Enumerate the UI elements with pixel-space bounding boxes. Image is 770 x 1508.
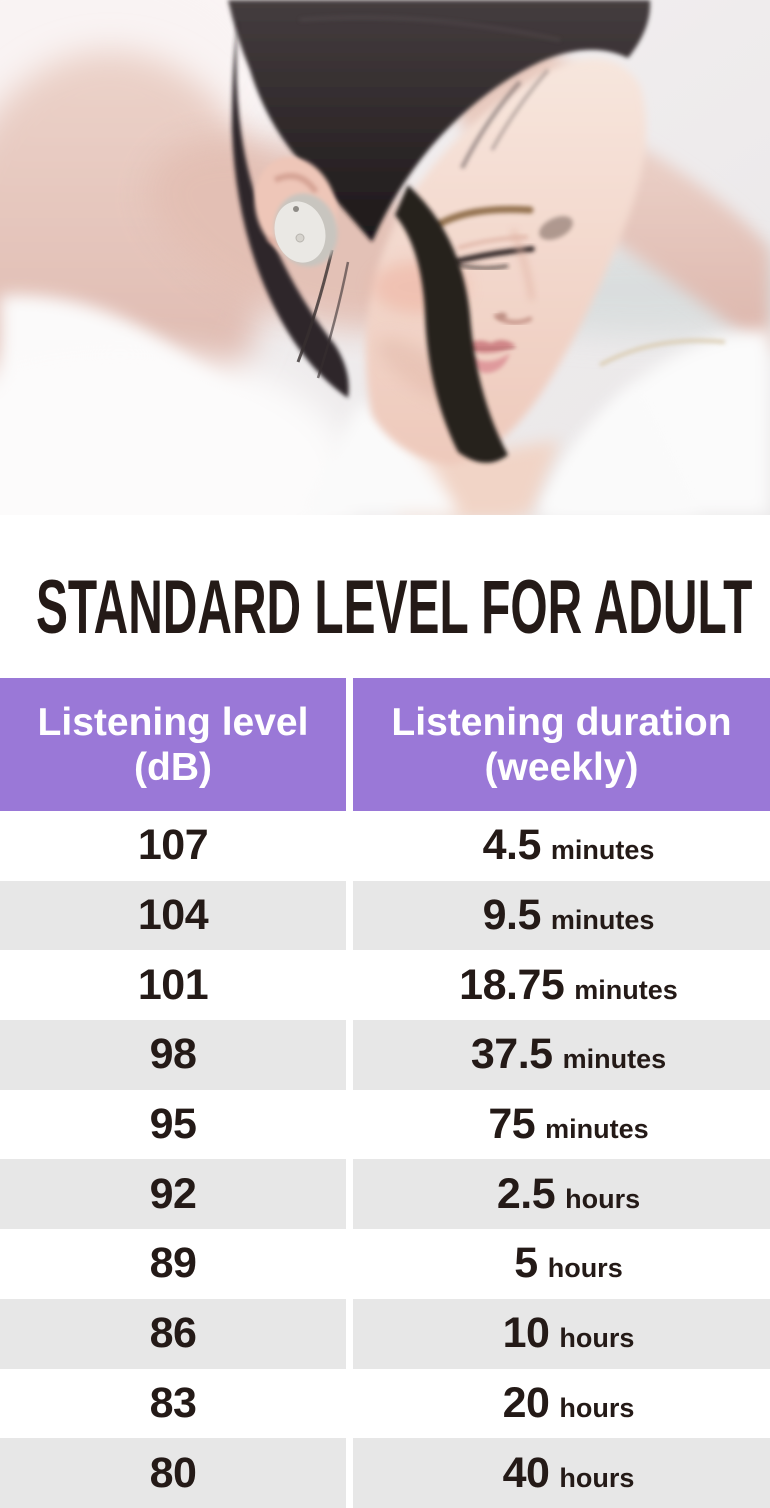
- column-divider: [346, 1229, 353, 1299]
- duration-cell: 37.5 minutes: [353, 1020, 770, 1090]
- level-cell: 98: [0, 1020, 346, 1090]
- duration-unit: minutes: [550, 905, 655, 936]
- table-row: 89 5 hours: [0, 1229, 770, 1299]
- duration-cell: 75 minutes: [353, 1089, 770, 1160]
- duration-unit: minutes: [550, 835, 655, 866]
- level-cell: 86: [0, 1298, 346, 1369]
- page-title: STANDARD LEVEL FOR ADULT: [36, 569, 770, 647]
- col-header-duration-line1: Listening duration: [391, 700, 732, 744]
- duration-group: 40 hours: [503, 1449, 635, 1498]
- table-row: 83 20 hours: [0, 1368, 770, 1439]
- duration-group: 9.5 minutes: [483, 891, 655, 940]
- column-divider: [346, 1368, 353, 1439]
- col-header-level-line1: Listening level: [37, 700, 309, 744]
- duration-value: 10: [502, 1309, 550, 1358]
- column-divider: [346, 1020, 353, 1090]
- col-header-level-line2: (dB): [134, 745, 212, 789]
- duration-value: 40: [502, 1448, 550, 1497]
- level-value: 101: [137, 960, 209, 1009]
- duration-unit: hours: [547, 1253, 623, 1284]
- duration-value: 9.5: [482, 891, 542, 940]
- duration-group: 20 hours: [503, 1379, 635, 1428]
- table-header-row: Listening level (dB) Listening duration …: [0, 678, 770, 811]
- level-value: 107: [137, 821, 209, 870]
- level-cell: 80: [0, 1438, 346, 1508]
- level-cell: 92: [0, 1159, 346, 1230]
- col-header-listening-level: Listening level (dB): [0, 678, 346, 811]
- col-header-listening-duration: Listening duration (weekly): [353, 678, 770, 811]
- hero-photo: [0, 0, 770, 515]
- level-value: 89: [149, 1239, 197, 1288]
- duration-unit: hours: [559, 1392, 635, 1423]
- duration-group: 10 hours: [503, 1309, 635, 1358]
- level-value: 86: [149, 1309, 197, 1358]
- duration-group: 2.5 hours: [497, 1170, 640, 1219]
- duration-cell: 10 hours: [353, 1298, 770, 1369]
- level-cell: 89: [0, 1229, 346, 1299]
- duration-group: 18.75 minutes: [459, 961, 678, 1010]
- column-divider: [346, 678, 353, 811]
- duration-unit: hours: [559, 1462, 635, 1493]
- table-row: 104 9.5 minutes: [0, 880, 770, 951]
- duration-group: 4.5 minutes: [483, 821, 655, 870]
- level-cell: 104: [0, 880, 346, 951]
- nose: [510, 229, 535, 301]
- duration-value: 5: [514, 1239, 538, 1288]
- woman-earbud-illustration: [0, 0, 770, 515]
- table-row: 92 2.5 hours: [0, 1159, 770, 1230]
- level-cell: 101: [0, 950, 346, 1021]
- column-divider: [346, 1159, 353, 1230]
- table-row: 95 75 minutes: [0, 1089, 770, 1160]
- col-header-duration-line2: (weekly): [484, 745, 639, 789]
- duration-unit: minutes: [562, 1044, 667, 1075]
- duration-cell: 18.75 minutes: [353, 950, 770, 1021]
- duration-unit: hours: [565, 1183, 641, 1214]
- duration-group: 5 hours: [514, 1239, 622, 1288]
- table-row: 86 10 hours: [0, 1298, 770, 1369]
- page-title-text: STANDARD LEVEL FOR ADULT: [36, 565, 753, 650]
- duration-value: 20: [502, 1378, 550, 1427]
- duration-unit: minutes: [545, 1114, 649, 1145]
- duration-value: 2.5: [496, 1169, 556, 1218]
- level-value: 104: [137, 891, 209, 940]
- table-row: 98 37.5 minutes: [0, 1020, 770, 1090]
- duration-value: 75: [488, 1100, 536, 1149]
- standards-table: Listening level (dB) Listening duration …: [0, 678, 770, 1508]
- table-row: 107 4.5 minutes: [0, 811, 770, 881]
- duration-value: 18.75: [459, 960, 565, 1009]
- column-divider: [346, 950, 353, 1021]
- table-row: 80 40 hours: [0, 1438, 770, 1508]
- duration-unit: minutes: [574, 974, 678, 1005]
- level-cell: 107: [0, 811, 346, 881]
- level-value: 80: [149, 1448, 197, 1497]
- duration-unit: hours: [559, 1323, 635, 1354]
- duration-cell: 9.5 minutes: [353, 880, 770, 951]
- earbud: [274, 193, 338, 267]
- duration-cell: 5 hours: [353, 1229, 770, 1299]
- table-row: 101 18.75 minutes: [0, 950, 770, 1021]
- level-cell: 95: [0, 1089, 346, 1160]
- duration-cell: 2.5 hours: [353, 1159, 770, 1230]
- level-value: 98: [149, 1030, 197, 1079]
- table-body: 107 4.5 minutes 104 9.5 minutes 101: [0, 811, 770, 1508]
- column-divider: [346, 880, 353, 951]
- duration-value: 4.5: [482, 821, 542, 870]
- column-divider: [346, 1298, 353, 1369]
- column-divider: [346, 1089, 353, 1160]
- duration-cell: 4.5 minutes: [353, 811, 770, 881]
- duration-cell: 20 hours: [353, 1368, 770, 1439]
- duration-group: 37.5 minutes: [471, 1030, 666, 1079]
- level-cell: 83: [0, 1368, 346, 1439]
- duration-value: 37.5: [470, 1030, 553, 1079]
- column-divider: [346, 811, 353, 881]
- eyebrow: [432, 205, 534, 230]
- duration-group: 75 minutes: [488, 1100, 648, 1149]
- column-divider: [346, 1438, 353, 1508]
- level-value: 95: [149, 1100, 197, 1149]
- level-value: 83: [149, 1378, 197, 1427]
- level-value: 92: [149, 1169, 197, 1218]
- ponytail: [395, 185, 508, 463]
- duration-cell: 40 hours: [353, 1438, 770, 1508]
